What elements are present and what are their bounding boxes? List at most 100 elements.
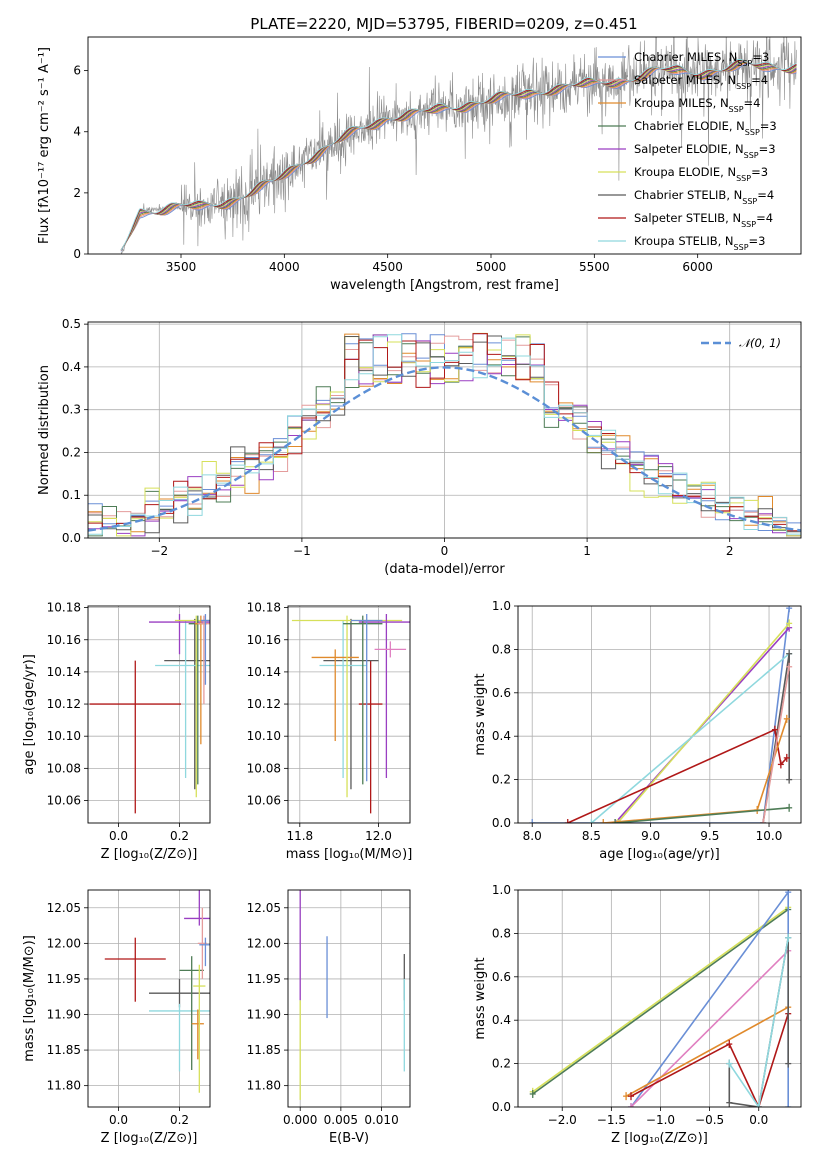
weight-line-kroupa_elodie (616, 622, 790, 823)
y-tick-label: 10.08 (47, 761, 81, 775)
axes-age_vs_Z: 0.0 0.2 10.06 10.08 10.10 10.12 10.14 10.16 10.1… (22, 601, 211, 862)
weight-line-chabrier_elodie (615, 807, 790, 823)
panel-weight_vs_Z: −2.0 −1.5 −1.0 −0.5 0.0 0.0 0.2 0.4 0.6 0.8 1.0 Z [… (473, 883, 802, 1146)
y-tick-label: 0.2 (492, 1057, 511, 1071)
x-tick-label: 9.0 (641, 829, 660, 843)
axes-frame (287, 889, 411, 1108)
y-tick-label: 10.08 (247, 761, 281, 775)
axes-frame (87, 605, 211, 824)
y-tick-label: 1.0 (492, 599, 511, 613)
legend-entry: Kroupa ELODIE, NSSP=3 (634, 165, 768, 183)
figure-title: PLATE=2220, MJD=53795, FIBERID=0209, z=0… (250, 15, 637, 33)
axes-frame (87, 321, 802, 539)
y-tick-label: 0.5 (62, 317, 81, 331)
x-tick-label: 0.000 (283, 1113, 317, 1127)
x-tick-label: 0 (441, 544, 449, 558)
x-tick-label: 0.2 (170, 1113, 189, 1127)
weight-line-salpeter_stelib (630, 1013, 789, 1107)
panel-spectrum: 3500 4000 4500 5000 5500 6000 0 2 4 6 wavelength [… (37, 36, 802, 293)
y-tick-label: 0.8 (492, 642, 511, 656)
panel-age_vs_Z: 0.0 0.2 10.06 10.08 10.10 10.12 10.14 10.16 10.1… (22, 601, 211, 862)
plot-area-age_vs_Z (89, 614, 210, 814)
y-tick-label: 0.4 (492, 729, 511, 743)
panel-residuals: −2 −1 0 1 2 0.0 0.1 0.2 0.3 0.4 0.5 (data-model)/er… (37, 317, 802, 577)
y-tick-label: 10.10 (247, 729, 281, 743)
x-tick-label: 0.2 (170, 829, 189, 843)
y-tick-label: 10.06 (247, 793, 281, 807)
y-tick-label: 11.85 (247, 1043, 281, 1057)
weight-line-kroupa_elodie (532, 906, 789, 1093)
y-tick-label: 0.0 (492, 1100, 511, 1114)
weight-line-salpeter_stelib (567, 728, 788, 823)
y-tick-label: 0.4 (62, 360, 81, 374)
x-tick-label: 0.0 (109, 1113, 128, 1127)
axes-weight_vs_Z: −2.0 −1.5 −1.0 −0.5 0.0 0.0 0.2 0.4 0.6 0.8 1.0 Z [… (473, 883, 802, 1146)
y-tick-label: 10.12 (247, 697, 281, 711)
y-tick-label: 11.80 (247, 1079, 281, 1093)
x-tick-label: −1 (293, 544, 311, 558)
axes-frame (287, 605, 411, 824)
y-axis-label: age [log₁₀(age/yr)] (22, 654, 37, 775)
x-tick-label: 0.010 (364, 1113, 398, 1127)
y-tick-label: 12.00 (47, 936, 81, 950)
y-tick-label: 0.2 (62, 445, 81, 459)
y-tick-label: 10.12 (47, 697, 81, 711)
x-tick-label: 9.5 (700, 829, 719, 843)
grid-age_vs_mass (288, 606, 410, 823)
legend-entry: Kroupa MILES, NSSP=4 (634, 96, 760, 114)
x-tick-label: 5500 (579, 260, 610, 274)
axes-age_vs_mass: 11.8 12.0 10.06 10.08 10.10 10.12 10.14 10.16 10… (247, 601, 413, 862)
normal-reference-curve (88, 366, 801, 532)
y-tick-label: 12.05 (47, 901, 81, 915)
observed-spectrum (120, 37, 797, 254)
x-tick-label: 5000 (476, 260, 507, 274)
x-axis-label: (data-model)/error (384, 562, 505, 577)
x-tick-label: 1 (583, 544, 591, 558)
axes-frame (517, 889, 802, 1108)
plot-area-weight_vs_Z (529, 890, 792, 1107)
axes-frame (87, 889, 211, 1108)
y-tick-label: 10.18 (247, 601, 281, 615)
axes-mass_vs_EBV: 0.000 0.005 0.010 11.80 11.85 11.90 11.95 12.00… (247, 889, 411, 1146)
y-axis-label: mass weight (473, 957, 488, 1039)
x-tick-label: 4000 (269, 260, 300, 274)
axes-spectrum: 3500 4000 4500 5000 5500 6000 0 2 4 6 wavelength [… (37, 36, 802, 293)
x-axis-label: Z [log₁₀(Z/Z⊙)] (611, 1131, 708, 1146)
legend-entry: 𝒩(0, 1) (739, 336, 781, 350)
plot-area-spectrum (120, 37, 797, 254)
plot-area-mass_vs_EBV (299, 890, 405, 1100)
y-tick-label: 11.90 (247, 1008, 281, 1022)
x-tick-label: −2 (150, 544, 168, 558)
weight-line-kroupa_stelib (728, 937, 789, 1107)
x-tick-label: 2 (726, 544, 734, 558)
legend-entry: Chabrier STELIB, NSSP=4 (634, 188, 774, 206)
grid-mass_vs_Z (88, 890, 210, 1107)
y-tick-label: 0.6 (492, 686, 511, 700)
x-tick-label: 12.0 (365, 829, 392, 843)
panel-age_vs_mass: 11.8 12.0 10.06 10.08 10.10 10.12 10.14 10.16 10… (247, 601, 413, 862)
x-tick-label: −1.5 (597, 1113, 626, 1127)
weight-line-chabrier_elodie (532, 908, 789, 1095)
y-axis-label: mass [log₁₀(M/M⊙)] (22, 935, 37, 1062)
x-tick-label: 11.8 (286, 829, 313, 843)
x-tick-label: 4500 (372, 260, 403, 274)
x-tick-label: 8.0 (523, 829, 542, 843)
y-tick-label: 11.80 (47, 1079, 81, 1093)
weight-line-salpeter_miles (762, 666, 790, 823)
y-tick-label: 11.95 (47, 972, 81, 986)
panel-weight_vs_age: 8.0 8.5 9.0 9.5 10.0 0.0 0.2 0.4 0.6 0.8 1.0 age [l… (473, 599, 802, 862)
y-tick-label: 10.16 (47, 633, 81, 647)
axes-frame (517, 605, 802, 824)
weight-line-pink (630, 950, 789, 1107)
legend-entry: Chabrier ELODIE, NSSP=3 (634, 119, 777, 137)
x-tick-label: 0.0 (109, 829, 128, 843)
grid-weight_vs_age (518, 605, 801, 824)
y-tick-label: 6 (73, 64, 81, 78)
x-tick-label: 3500 (166, 260, 197, 274)
axes-weight_vs_age: 8.0 8.5 9.0 9.5 10.0 0.0 0.2 0.4 0.6 0.8 1.0 age [l… (473, 599, 802, 862)
plot-area-mass_vs_Z (104, 890, 210, 1093)
x-tick-label: 0.005 (324, 1113, 358, 1127)
x-axis-label: E(B-V) (329, 1131, 369, 1146)
x-tick-label: 0.0 (749, 1113, 768, 1127)
